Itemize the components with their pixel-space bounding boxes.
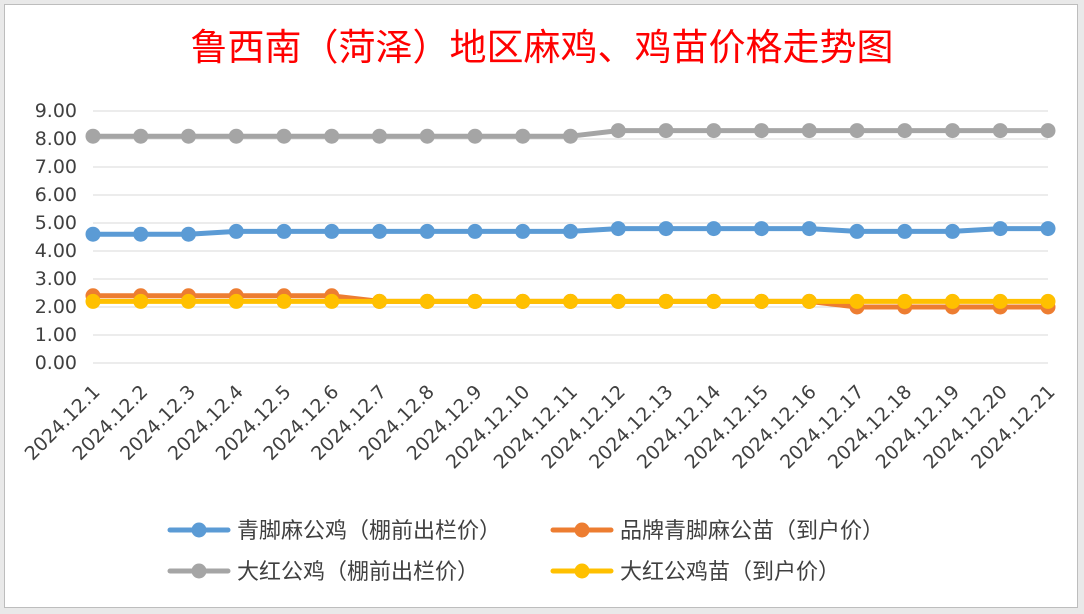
data-point — [610, 123, 626, 139]
y-tick-label: 8.00 — [35, 128, 77, 150]
data-point — [563, 128, 578, 144]
data-point — [610, 293, 626, 309]
legend-label: 品牌青脚麻公苗（到户价） — [620, 519, 884, 544]
y-tick-label: 6.00 — [35, 184, 77, 206]
data-point — [181, 293, 196, 309]
data-point — [563, 223, 578, 239]
data-point — [897, 123, 913, 139]
y-tick-label: 7.00 — [35, 156, 77, 178]
data-point — [467, 128, 483, 144]
data-point — [276, 293, 292, 309]
data-point — [133, 128, 149, 144]
data-point — [801, 221, 817, 237]
data-point — [897, 293, 913, 309]
data-point — [992, 221, 1008, 237]
legend-item: 青脚麻公鸡（棚前出栏价） — [167, 519, 501, 544]
y-axis: 0.00 1.00 2.00 3.00 4.00 5.00 6.00 7.00 8.00 9.00 — [35, 100, 77, 374]
data-point — [897, 223, 913, 239]
y-tick-label: 1.00 — [35, 324, 77, 346]
legend-item: 大红公鸡苗（到户价） — [550, 560, 840, 585]
data-point — [849, 123, 865, 139]
data-point — [1040, 221, 1056, 237]
data-point — [849, 223, 865, 239]
data-point — [658, 293, 674, 309]
data-point — [754, 123, 769, 139]
data-point — [515, 293, 531, 309]
data-point — [372, 223, 387, 239]
data-point — [419, 223, 435, 239]
data-point — [324, 223, 340, 239]
data-point — [467, 293, 483, 309]
data-point — [658, 221, 674, 237]
legend-label: 大红公鸡（棚前出栏价） — [237, 560, 479, 585]
data-point — [658, 123, 674, 139]
data-point — [1040, 123, 1056, 139]
data-point — [467, 223, 483, 239]
data-point — [276, 128, 292, 144]
data-point — [228, 293, 244, 309]
data-point — [754, 293, 769, 309]
chart-title: 鲁西南（菏泽）地区麻鸡、鸡苗价格走势图 — [191, 26, 894, 69]
legend-label: 青脚麻公鸡（棚前出栏价） — [237, 519, 501, 544]
data-point — [372, 128, 387, 144]
data-point — [133, 226, 149, 242]
data-point — [801, 123, 817, 139]
y-tick-label: 0.00 — [35, 352, 77, 374]
legend-swatch-marker — [191, 522, 207, 538]
legend-swatch-marker — [191, 563, 207, 579]
y-tick-label: 3.00 — [35, 268, 77, 290]
legend: 青脚麻公鸡（棚前出栏价） 品牌青脚麻公苗（到户价） 大红公鸡（棚前出栏价） 大红公鸡苗… — [167, 519, 884, 585]
data-point — [515, 223, 531, 239]
data-point — [706, 293, 722, 309]
series-3 — [85, 123, 1056, 144]
data-point — [419, 128, 435, 144]
data-point — [515, 128, 531, 144]
y-tick-label: 4.00 — [35, 240, 77, 262]
data-point — [181, 128, 196, 144]
data-point — [945, 293, 960, 309]
data-point — [992, 123, 1008, 139]
data-point — [85, 128, 101, 144]
data-point — [563, 293, 578, 309]
y-tick-label: 2.00 — [35, 296, 77, 318]
data-point — [945, 123, 960, 139]
data-point — [228, 128, 244, 144]
data-point — [801, 293, 817, 309]
data-point — [133, 293, 149, 309]
data-point — [610, 221, 626, 237]
series-1 — [85, 221, 1056, 242]
data-point — [85, 226, 101, 242]
y-tick-label: 5.00 — [35, 212, 77, 234]
legend-item: 大红公鸡（棚前出栏价） — [167, 560, 479, 585]
data-point — [324, 293, 340, 309]
data-point — [706, 221, 722, 237]
plot-area — [85, 123, 1056, 315]
data-point — [372, 293, 387, 309]
x-axis: 2024.12.12024.12.22024.12.32024.12.42024… — [21, 381, 1060, 473]
series-4 — [85, 293, 1056, 309]
y-tick-label: 9.00 — [35, 100, 77, 122]
data-point — [706, 123, 722, 139]
data-point — [324, 128, 340, 144]
data-point — [1040, 293, 1056, 309]
data-point — [945, 223, 960, 239]
data-point — [849, 293, 865, 309]
data-point — [276, 223, 292, 239]
data-point — [228, 223, 244, 239]
data-point — [419, 293, 435, 309]
data-point — [85, 293, 101, 309]
data-point — [754, 221, 769, 237]
legend-item: 品牌青脚麻公苗（到户价） — [550, 519, 884, 544]
legend-swatch-marker — [574, 522, 590, 538]
data-point — [992, 293, 1008, 309]
legend-label: 大红公鸡苗（到户价） — [620, 560, 840, 585]
legend-swatch-marker — [574, 563, 590, 579]
data-point — [181, 226, 196, 242]
